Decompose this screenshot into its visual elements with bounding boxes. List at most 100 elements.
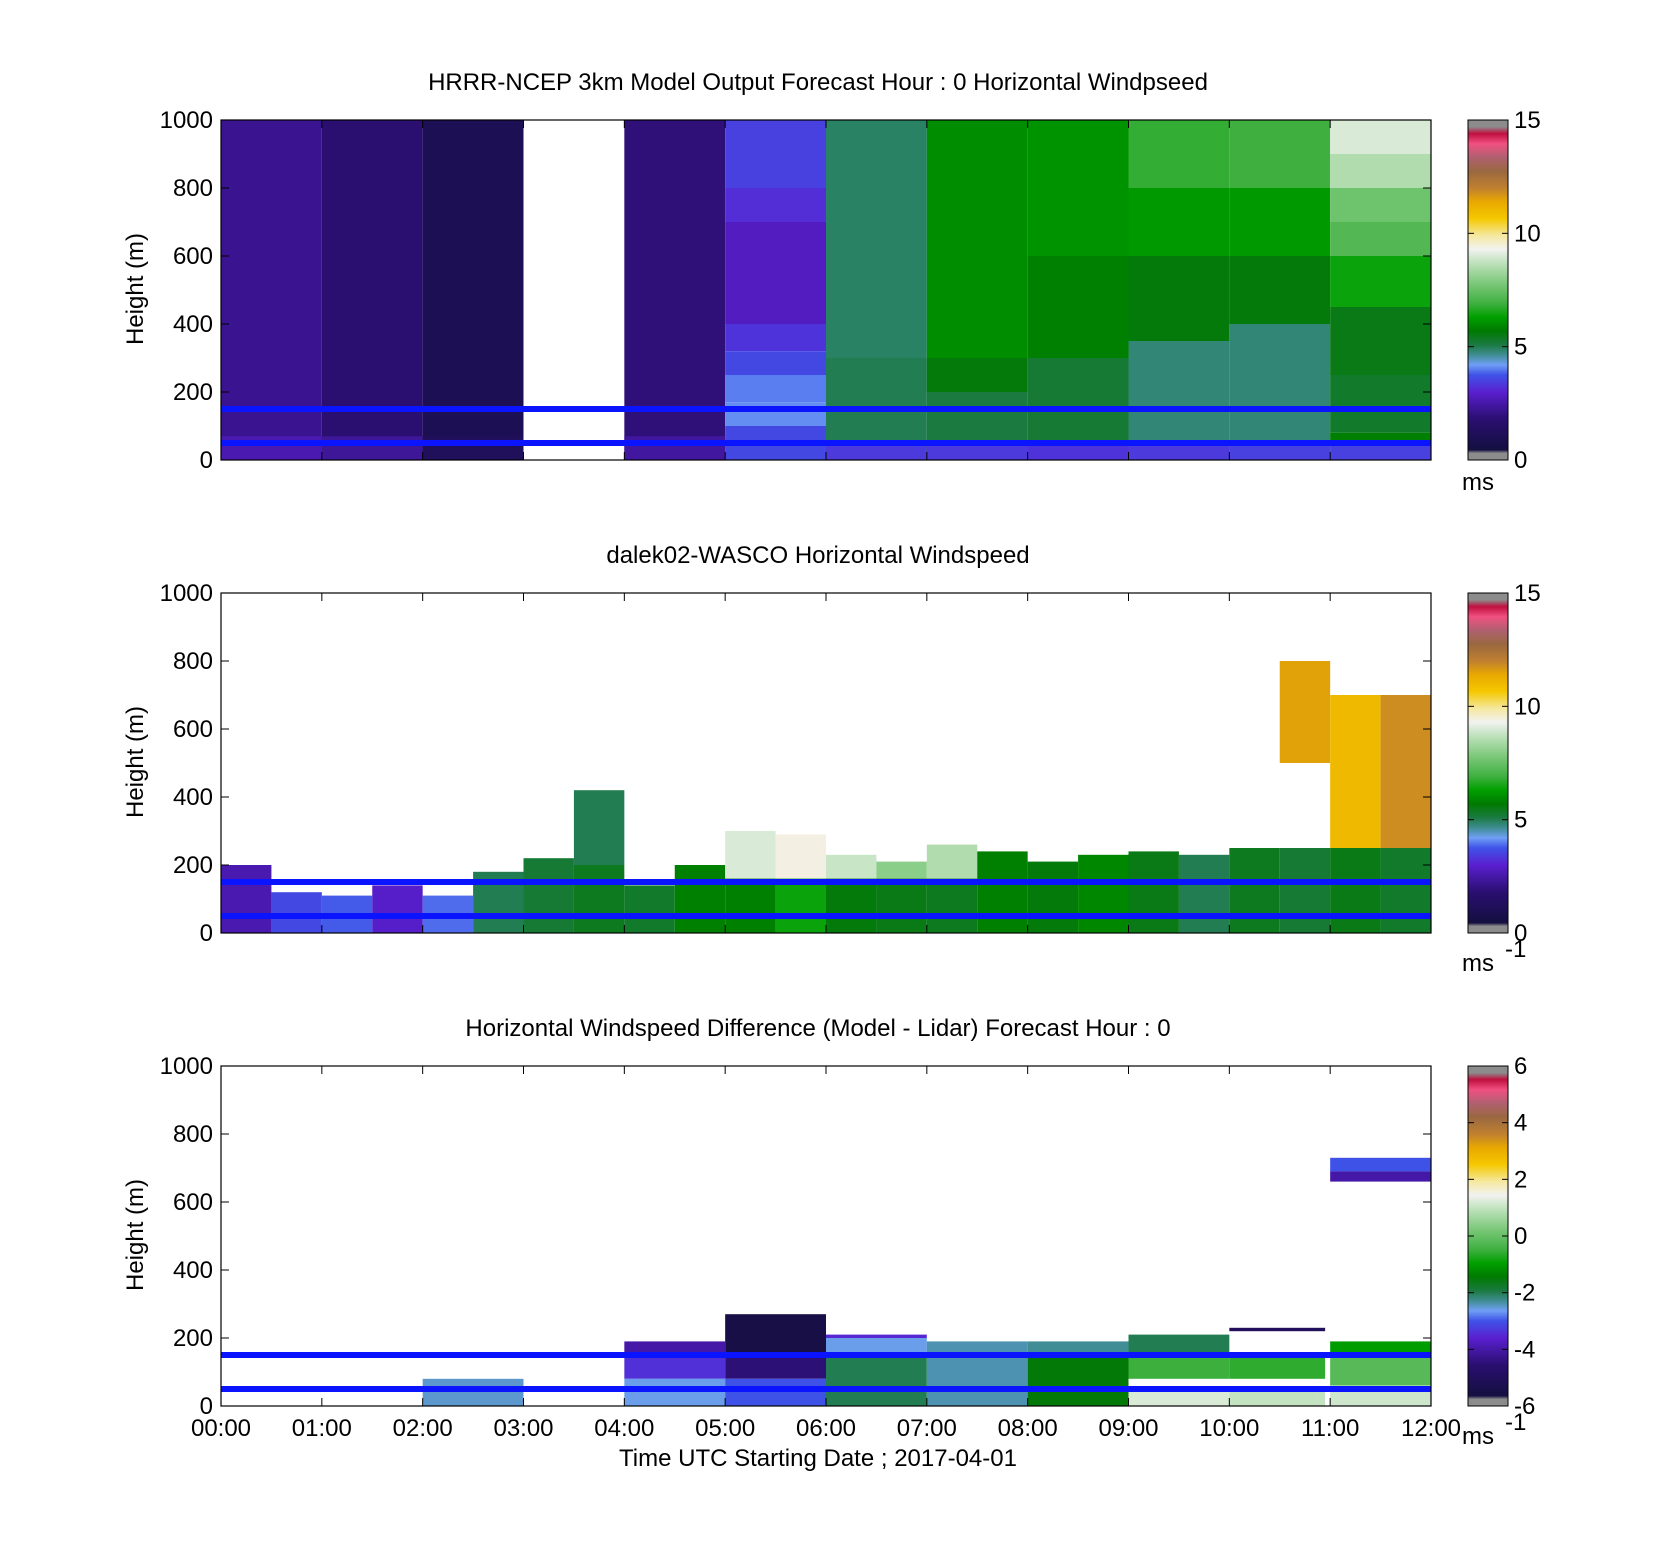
colorbar-tick-label: 15 bbox=[1514, 580, 1541, 607]
heatmap-cell bbox=[1128, 1389, 1230, 1406]
colorbar-tick-label: -2 bbox=[1514, 1280, 1535, 1307]
heatmap-cell bbox=[1330, 1355, 1431, 1386]
heatmap-cell bbox=[422, 1378, 524, 1406]
colorbar-unit-label: ms bbox=[1462, 950, 1494, 977]
heatmap-cell bbox=[926, 443, 1028, 460]
heatmap-cell bbox=[926, 878, 978, 933]
heatmap-cell bbox=[372, 885, 423, 933]
heatmap-cell bbox=[1380, 848, 1431, 933]
colorbar-tick-label: 2 bbox=[1514, 1166, 1527, 1193]
y-axis-label: Height (m) bbox=[122, 706, 149, 818]
heatmap-cell bbox=[1027, 1341, 1129, 1355]
heatmap-cell bbox=[1330, 1341, 1431, 1355]
heatmap-cell bbox=[725, 831, 776, 879]
x-tick-label: 08:00 bbox=[998, 1415, 1058, 1442]
y-tick-label: 800 bbox=[173, 648, 213, 675]
heatmap-cell bbox=[1027, 256, 1129, 358]
heatmap-cell bbox=[725, 351, 826, 375]
heatmap-cell bbox=[1229, 120, 1331, 188]
heatmap-cell bbox=[271, 892, 322, 933]
y-axis-label: Height (m) bbox=[122, 233, 149, 345]
heatmap-cell bbox=[1229, 848, 1280, 933]
y-tick-label: 200 bbox=[173, 1325, 213, 1352]
heatmap-cell bbox=[1229, 324, 1331, 460]
heatmap-cell bbox=[523, 858, 574, 933]
heatmap-cell bbox=[1330, 375, 1431, 433]
colorbar bbox=[1467, 592, 1509, 934]
heatmap-cell bbox=[775, 878, 826, 933]
colorbar-unit-superscript: -1 bbox=[1505, 1409, 1526, 1436]
y-tick-label: 200 bbox=[173, 852, 213, 879]
heatmap-cell bbox=[1229, 443, 1331, 460]
y-tick-label: 1000 bbox=[160, 107, 213, 134]
heatmap-cell bbox=[725, 402, 826, 426]
colorbar-tick-label: 0 bbox=[1514, 447, 1527, 474]
heatmap-cell bbox=[1330, 695, 1381, 848]
heatmap-cell bbox=[1330, 848, 1381, 933]
heatmap-cell bbox=[1330, 432, 1431, 443]
heatmap-cell bbox=[1330, 443, 1431, 460]
heatmap-cell bbox=[725, 375, 826, 403]
y-axis-label: Height (m) bbox=[122, 1179, 149, 1291]
heatmap-cell bbox=[1330, 307, 1431, 375]
heatmap-cell bbox=[826, 1355, 927, 1406]
heatmap-cell bbox=[725, 222, 826, 324]
heatmap-cell bbox=[926, 844, 978, 879]
colorbar-tick-label: -4 bbox=[1514, 1336, 1535, 1363]
heatmap-cell bbox=[624, 120, 726, 460]
panel-title: dalek02-WASCO Horizontal Windspeed bbox=[606, 542, 1029, 569]
colorbar-unit-label: ms bbox=[1462, 469, 1494, 496]
heatmap-cell bbox=[321, 436, 423, 460]
x-axis-label: Time UTC Starting Date ; 2017-04-01 bbox=[619, 1445, 1017, 1472]
colorbar-tick-label: 0 bbox=[1514, 920, 1527, 947]
heatmap-cell bbox=[725, 1378, 826, 1406]
y-tick-label: 800 bbox=[173, 1121, 213, 1148]
colorbar-tick-label: -6 bbox=[1514, 1393, 1535, 1420]
colorbar-tick-label: 0 bbox=[1514, 1223, 1527, 1250]
heatmap-cell bbox=[1380, 695, 1431, 848]
colorbar-tick-label: 10 bbox=[1514, 693, 1541, 720]
x-tick-label: 10:00 bbox=[1199, 1415, 1259, 1442]
heatmap-cell bbox=[826, 1334, 927, 1338]
heatmap-cell bbox=[1027, 861, 1079, 933]
colorbar-tick-label: 4 bbox=[1514, 1110, 1527, 1137]
heatmap-cell bbox=[422, 120, 524, 460]
colorbar-tick-label: 5 bbox=[1514, 334, 1527, 361]
heatmap-cell bbox=[725, 878, 776, 933]
heatmap-cell bbox=[1330, 222, 1431, 256]
heatmap-cell bbox=[221, 120, 322, 460]
x-tick-label: 03:00 bbox=[493, 1415, 553, 1442]
heatmap-cell bbox=[725, 120, 826, 188]
heatmap-cell bbox=[926, 1341, 1028, 1406]
colorbar-unit-superscript: -1 bbox=[1505, 936, 1526, 963]
heatmap-cell bbox=[573, 790, 625, 865]
panel-title: HRRR-NCEP 3km Model Output Forecast Hour… bbox=[428, 69, 1208, 96]
y-tick-label: 400 bbox=[173, 1257, 213, 1284]
heatmap-cell bbox=[1128, 120, 1230, 188]
heatmap-cell bbox=[1128, 188, 1230, 256]
heatmap-cell bbox=[1279, 661, 1331, 763]
x-tick-label: 00:00 bbox=[191, 1415, 251, 1442]
heatmap-cell bbox=[876, 861, 927, 879]
heatmap-cell bbox=[826, 443, 927, 460]
y-tick-label: 200 bbox=[173, 379, 213, 406]
heatmap-cell bbox=[321, 120, 423, 460]
y-tick-label: 0 bbox=[200, 447, 213, 474]
heatmap-cell bbox=[1078, 854, 1129, 933]
colorbar-tick-label: 10 bbox=[1514, 220, 1541, 247]
colorbar-tick-label: 6 bbox=[1514, 1053, 1527, 1080]
heatmap-cell bbox=[1229, 188, 1331, 256]
heatmap-cell bbox=[926, 120, 1028, 358]
heatmap-cell bbox=[1330, 1389, 1431, 1406]
heatmap-cell bbox=[624, 1378, 726, 1406]
heatmap-cell bbox=[624, 885, 675, 933]
heatmap-cell bbox=[1128, 1334, 1230, 1355]
x-tick-label: 05:00 bbox=[695, 1415, 755, 1442]
heatmap-cell bbox=[422, 436, 524, 460]
panel-lidar-windspeed: dalek02-WASCO Horizontal Windspeed Heigh… bbox=[122, 542, 1541, 977]
heatmap-cell bbox=[725, 188, 826, 222]
heatmap-cell bbox=[1128, 851, 1179, 933]
colorbar-unit-label: ms bbox=[1462, 1423, 1494, 1450]
heatmap-cell bbox=[1330, 1171, 1431, 1182]
